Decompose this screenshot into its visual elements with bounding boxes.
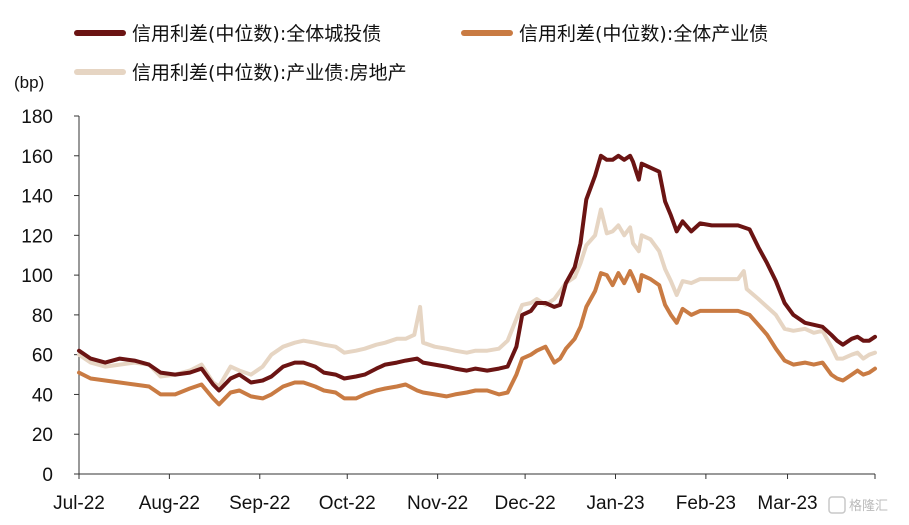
legend-label-1: 信用利差(中位数):全体城投债 (132, 23, 381, 45)
legend-label-2: 信用利差(中位数):全体产业债 (519, 23, 768, 45)
legend-label-3: 信用利差(中位数):产业债:房地产 (132, 62, 407, 84)
x-tick-label: Feb-23 (676, 493, 736, 514)
y-tick-label: 80 (32, 306, 53, 327)
y-tick-label: 180 (21, 107, 53, 128)
x-axis: Jul-22 Aug-22 Sep-22 Oct-22 Nov-22 Dec-22 Jan-… (53, 473, 876, 514)
y-axis: 0 20 40 60 80 100 120 140 160 180 (21, 107, 80, 486)
watermark: 格隆汇 (828, 496, 888, 514)
x-tick-label: Sep-22 (229, 493, 290, 514)
y-tick-label: 120 (21, 226, 53, 247)
x-tick-label: Jan-23 (586, 493, 644, 514)
watermark-text: 格隆汇 (849, 498, 888, 514)
x-tick-label: Nov-22 (407, 493, 468, 514)
series-line-3 (77, 207, 877, 389)
y-tick-label: 0 (42, 465, 53, 486)
y-axis-unit-label: (bp) (14, 73, 44, 92)
watermark-logo-icon (828, 496, 846, 514)
legend: 信用利差(中位数):全体城投债 信用利差(中位数):全体产业债信用利差(中位数):… (74, 23, 768, 84)
y-tick-label: 40 (32, 385, 53, 406)
y-tick-label: 140 (21, 187, 53, 208)
y-tick-label: 20 (32, 425, 53, 446)
series-layer (77, 153, 877, 407)
y-tick-label: 60 (32, 346, 53, 367)
x-tick-label: Aug-22 (139, 493, 200, 514)
x-tick-label: Mar-23 (757, 493, 817, 514)
series-line-2 (77, 269, 877, 407)
x-tick-label: Jul-22 (53, 493, 105, 514)
x-tick-label: Dec-22 (494, 493, 555, 514)
y-tick-label: 100 (21, 266, 53, 287)
series-line-1 (77, 153, 877, 393)
y-tick-label: 160 (21, 147, 53, 168)
x-tick-label: Oct-22 (319, 493, 376, 514)
